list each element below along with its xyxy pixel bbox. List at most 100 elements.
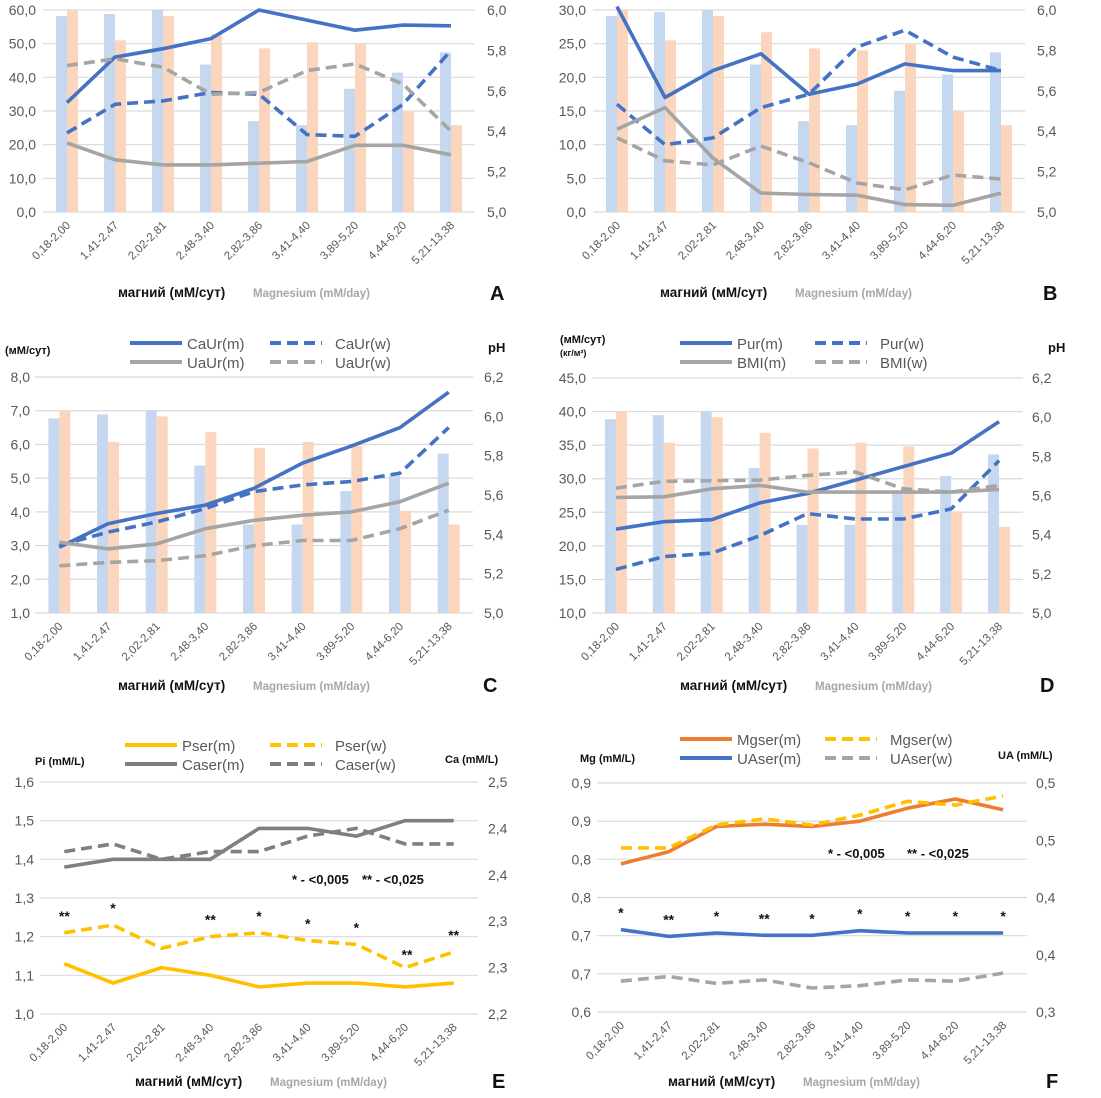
bar-w (259, 48, 270, 212)
x-axis-tick-label: 2,02-2,81 (120, 621, 163, 664)
x-axis-tick-label: 3,89-5,20 (318, 220, 361, 263)
bar-m (748, 468, 760, 613)
significance-mark: ** (759, 910, 770, 926)
panel-letter: B (1043, 283, 1057, 305)
x-axis-tick-label: 3,89-5,20 (871, 1020, 914, 1063)
legend-label: Caser(m) (182, 757, 245, 774)
x-axis-tick-label: 2,02-2,81 (676, 220, 719, 263)
left-axis-tick-label: 1,3 (15, 890, 35, 906)
series-line-0 (615, 5, 1001, 100)
series-line-bmiw (615, 470, 1000, 494)
x-axis-tick-label: 1,41-2,47 (627, 621, 670, 664)
right-axis-tick-label: 2,4 (488, 820, 508, 836)
left-axis-tick-label: 30,0 (559, 471, 586, 487)
left-axis-tick-label: 35,0 (559, 437, 586, 453)
significance-mark: * (857, 906, 863, 922)
bar-w (205, 432, 217, 613)
right-axis-tick-label: 5,8 (487, 42, 507, 58)
bar-m (990, 52, 1001, 212)
left-axis-tick-label: 25,0 (559, 36, 586, 52)
left-axis-tick-label: 0,0 (567, 204, 587, 220)
series-line-caserm (64, 818, 454, 869)
x-axis-tick-label: 5,21-13,38 (962, 1020, 1009, 1067)
bar-m (844, 524, 856, 613)
x-axis-tick-label: 4,44-6,20 (366, 220, 409, 263)
right-axis-tick-label: 5,4 (1032, 527, 1052, 543)
left-axis-title: (мМ/сут) (560, 334, 606, 346)
left-axis-tick-label: 8,0 (11, 369, 31, 385)
right-axis-tick-label: 5,2 (484, 566, 504, 582)
bar-w (999, 526, 1011, 613)
x-axis-title-english: Magnesium (mM/day) (795, 288, 912, 300)
bar-w (67, 10, 78, 212)
left-axis-tick-label: 15,0 (559, 571, 586, 587)
x-axis-tick-label: 1,41-2,47 (628, 220, 671, 263)
right-axis-tick-label: 5,8 (484, 448, 504, 464)
x-axis-tick-label: 2,48-3,40 (174, 220, 217, 263)
significance-mark: ** (663, 911, 674, 927)
panel-letter: A (490, 283, 504, 305)
legend-label: UAser(w) (890, 751, 953, 768)
x-axis-tick-label: 1,41-2,47 (76, 1022, 119, 1065)
right-axis-tick-label: 2,4 (488, 867, 508, 883)
x-axis-tick-label: 3,89-5,20 (320, 1022, 363, 1065)
bar-w (351, 445, 363, 613)
series-line-0 (65, 8, 452, 104)
legend-label: UaUr(m) (187, 355, 245, 372)
left-axis-tick-label: 0,8 (572, 890, 592, 906)
left-axis-tick-label: 20,0 (559, 69, 586, 85)
legend-label: UAser(m) (737, 751, 801, 768)
left-axis-tick-label: 1,4 (15, 851, 35, 867)
x-axis-title: магний (мМ/сут) (680, 678, 787, 693)
series-line-2 (616, 105, 1002, 208)
bar-w (953, 111, 964, 212)
x-axis-tick-label: 1,41-2,47 (632, 1020, 675, 1063)
bar-m (988, 454, 1000, 613)
series-line-3 (616, 136, 1002, 192)
left-axis-tick-label: 50,0 (9, 36, 36, 52)
bar-w (254, 447, 265, 613)
significance-legend: ** - <0,025 (907, 846, 969, 861)
bar-m (894, 90, 905, 212)
x-axis-tick-label: 2,48-3,40 (724, 220, 767, 263)
bar-w (711, 417, 723, 613)
bar-w (307, 42, 318, 212)
right-axis-title: UA (mM/L) (998, 750, 1053, 762)
x-axis-title-english: Magnesium (mM/day) (803, 1077, 920, 1089)
x-axis-tick-label: 2,82-3,86 (222, 1022, 265, 1065)
bar-m (248, 121, 259, 212)
significance-mark: ** (59, 908, 70, 924)
left-axis-tick-label: 0,7 (572, 928, 592, 944)
significance-mark: * (809, 910, 815, 926)
bar-m (798, 121, 809, 212)
panel-letter: E (492, 1071, 505, 1093)
left-axis-tick-label: 6,0 (11, 436, 31, 452)
bar-w (809, 48, 820, 212)
legend-label: Mgser(m) (737, 732, 801, 749)
right-axis-tick-label: 5,8 (1032, 448, 1052, 464)
left-axis-tick-label: 1,0 (15, 1006, 35, 1022)
panel-e: 1,0 1,1 1,2 1,3 1,4 1,5 1,6 2,2 2,3 2,3 2,4 2,4 2,5 *… (15, 738, 508, 1093)
x-axis-tick-label: 5,21-13,38 (407, 621, 454, 668)
x-axis-tick-label: 3,89-5,20 (868, 220, 911, 263)
x-axis-tick-label: 3,41-4,40 (270, 220, 313, 263)
bar-w (448, 524, 460, 613)
right-axis-tick-label: 2,3 (488, 960, 508, 976)
left-axis-tick-label: 0,6 (572, 1004, 592, 1020)
legend-label: Pur(w) (880, 336, 924, 353)
x-axis-tick-label: 2,02-2,81 (126, 220, 169, 263)
significance-mark: * (953, 908, 959, 924)
series-line-mgserw (620, 794, 1004, 850)
x-axis-title-english: Magnesium (mM/day) (270, 1077, 387, 1089)
right-axis-tick-label: 2,5 (488, 774, 508, 790)
x-axis-tick-label: 0,18-2,00 (23, 621, 66, 664)
series-line-pserw (64, 923, 455, 970)
bar-w (807, 448, 819, 613)
bar-m (750, 64, 761, 212)
panel-f: 0,60,70,70,80,80,90,90,30,40,40,50,5* ** *… (572, 732, 1059, 1093)
left-axis-tick-label: 3,0 (11, 538, 31, 554)
bar-m (652, 415, 664, 613)
left-axis-tick-label: 1,6 (15, 774, 35, 790)
right-axis-tick-label: 5,4 (484, 526, 504, 542)
x-axis-tick-label: 0,18-2,00 (579, 621, 622, 664)
